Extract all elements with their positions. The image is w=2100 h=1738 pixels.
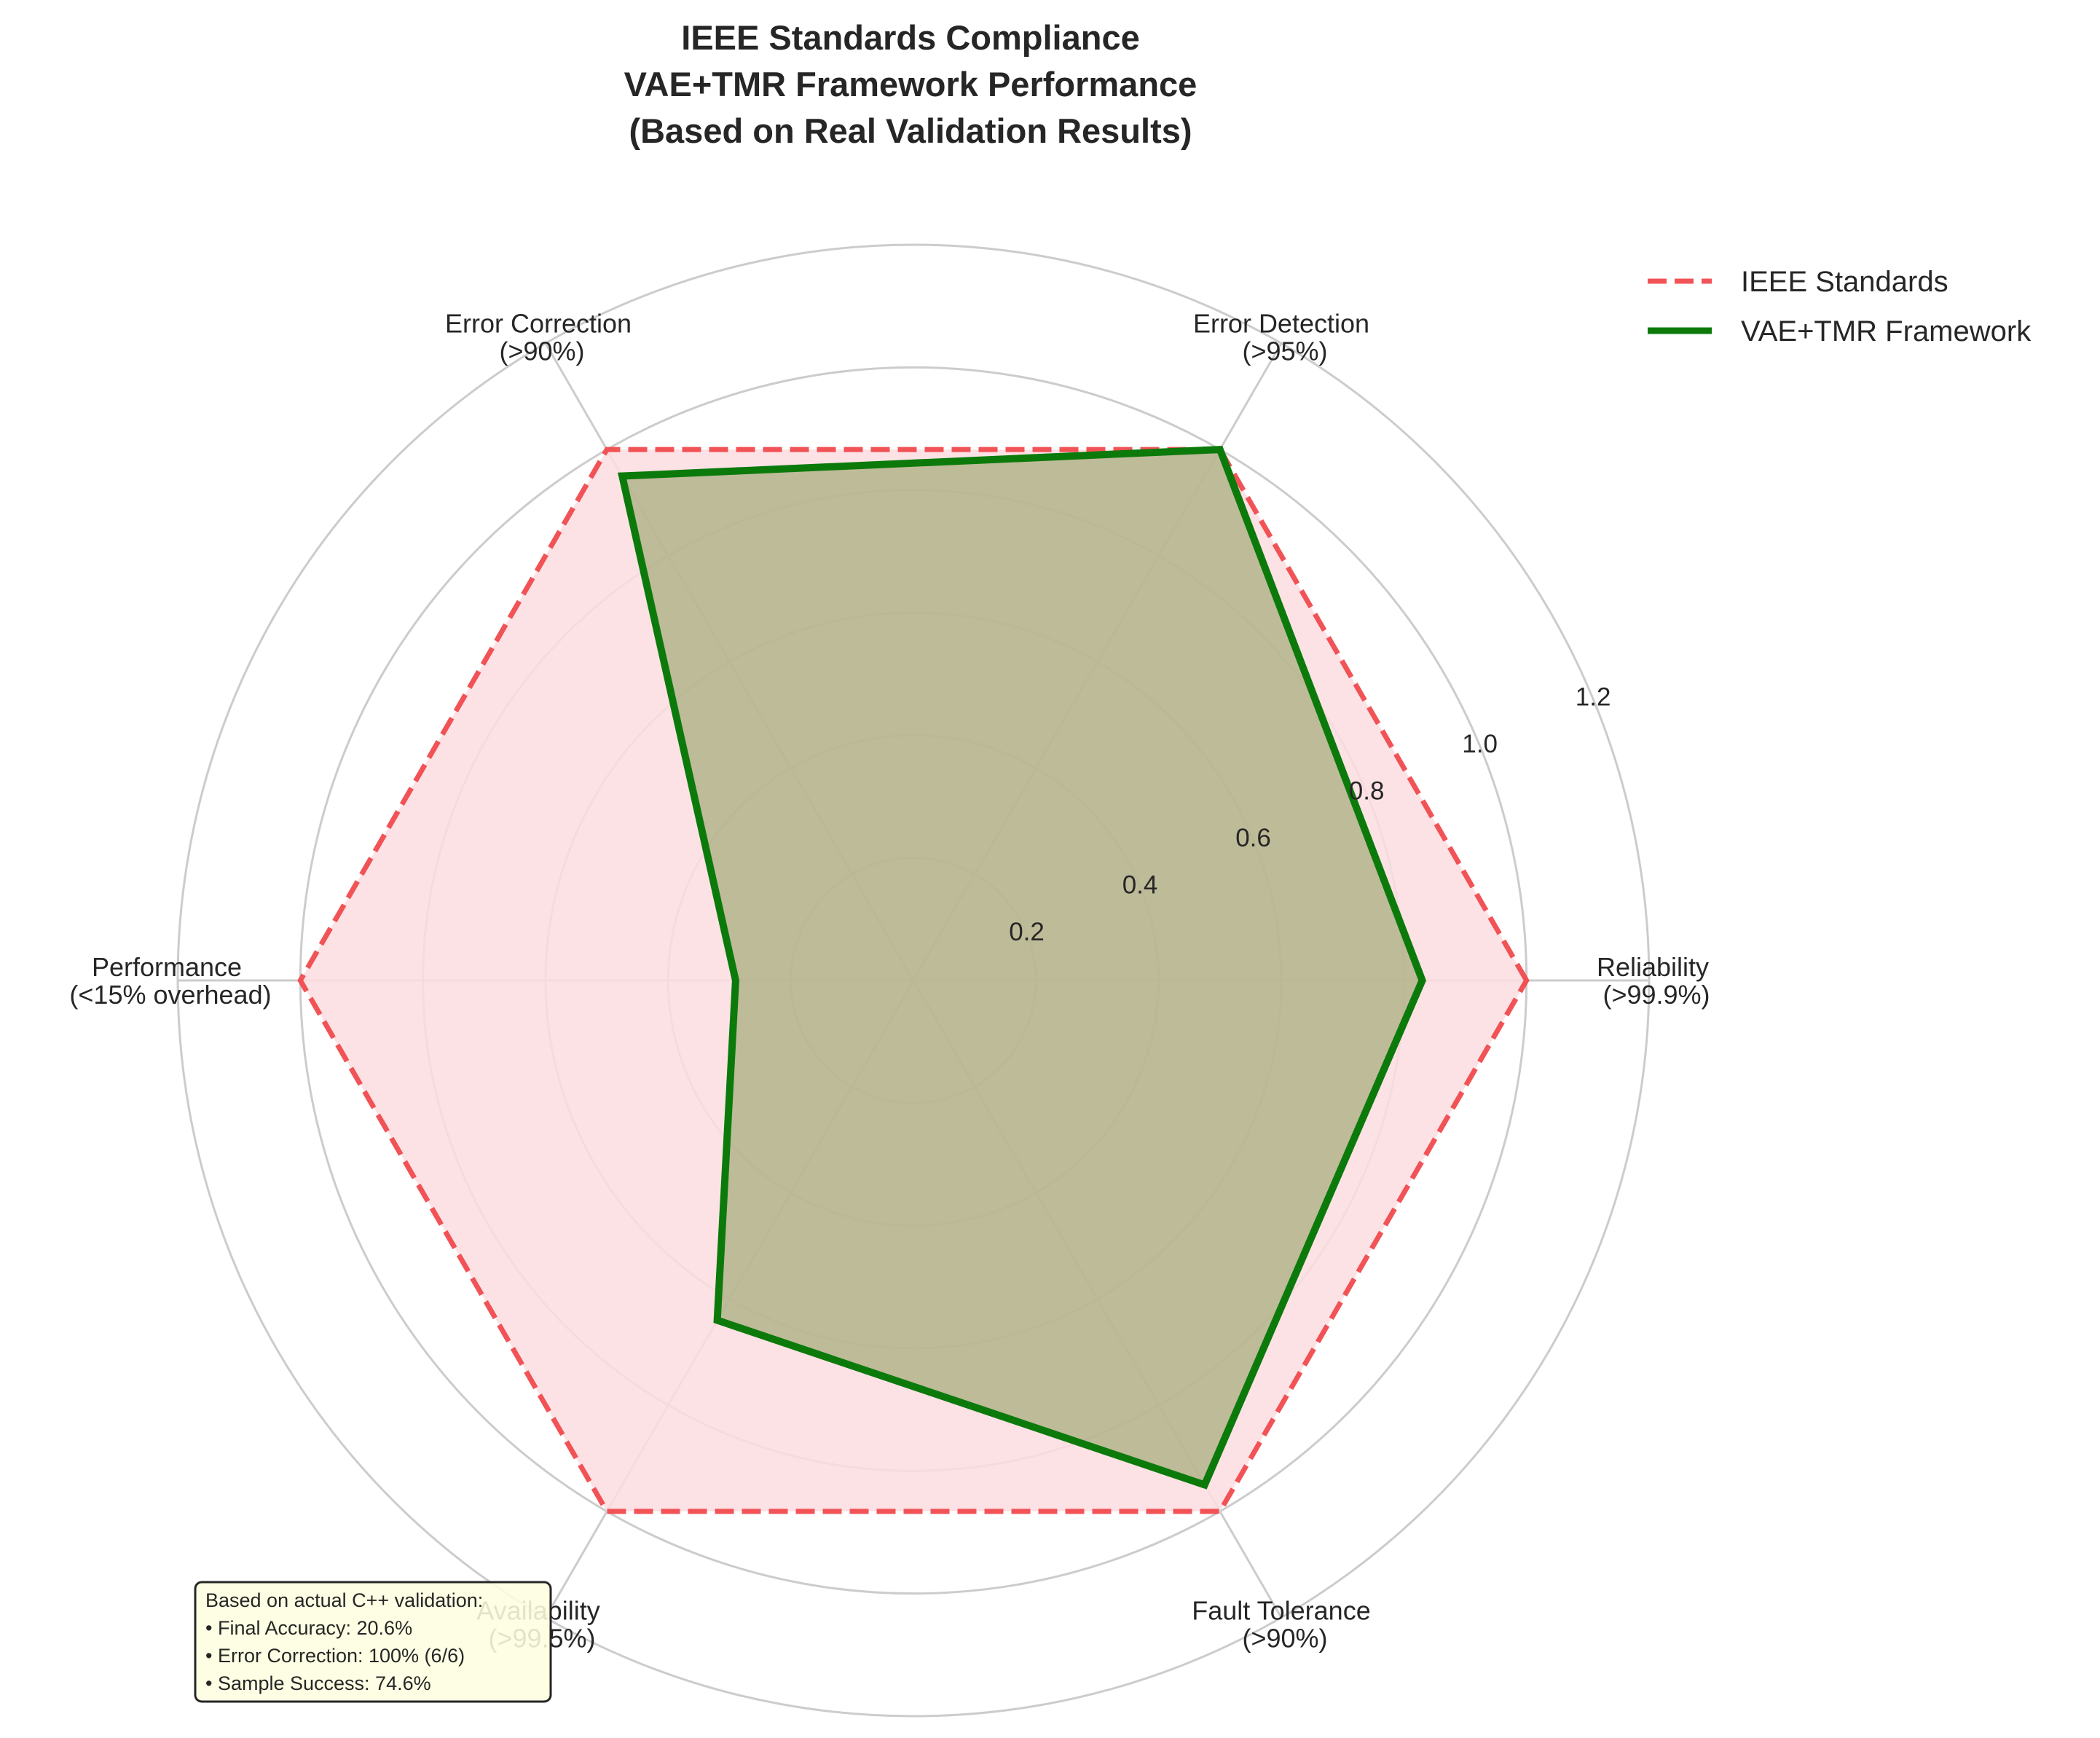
- radial-tick-label: 0.2: [1009, 918, 1045, 946]
- category-target: (>90%): [499, 337, 584, 366]
- series-fill-vae-tmr-framework: [622, 449, 1423, 1485]
- radial-tick-label: 0.4: [1122, 870, 1158, 899]
- chart-title-line-2: VAE+TMR Framework Performance: [624, 65, 1198, 103]
- chart-title-line-3: (Based on Real Validation Results): [629, 111, 1192, 150]
- series-line-vae-tmr-framework: [618, 445, 1426, 1490]
- series-layer: [297, 445, 1530, 1514]
- category-label-error-detection: Error Detection (>95%): [1193, 309, 1377, 366]
- category-target: (<15% overhead): [69, 980, 271, 1010]
- category-name: Performance: [92, 952, 242, 982]
- category-name: Error Correction: [445, 309, 632, 339]
- validation-note-box: Based on actual C++ validation: • Final …: [194, 1581, 552, 1703]
- category-name: Fault Tolerance: [1192, 1595, 1370, 1625]
- chart-title-line-1: IEEE Standards Compliance: [681, 18, 1139, 57]
- radial-tick-label: 0.8: [1349, 777, 1385, 806]
- category-label-error-correction: Error Correction (>90%): [445, 309, 639, 366]
- legend-label-vae-tmr-framework: VAE+TMR Framework: [1741, 315, 2032, 347]
- series-line-ieee-standards: [297, 447, 1530, 1514]
- radial-tick-label: 0.6: [1235, 824, 1271, 852]
- category-name: Reliability: [1597, 952, 1709, 982]
- legend: IEEE Standards VAE+TMR Framework: [1648, 266, 2032, 347]
- radial-tick-labels: 0.2 0.4 0.6 0.8 1.0 1.2: [1009, 683, 1611, 946]
- validation-note-line: • Sample Success: 74.6%: [205, 1672, 431, 1694]
- category-target: (>90%): [1242, 1623, 1327, 1653]
- category-target: (>95%): [1242, 337, 1327, 366]
- validation-note-background: [194, 1581, 552, 1703]
- validation-note-line: Based on actual C++ validation:: [205, 1589, 483, 1611]
- radial-tick-label: 1.2: [1576, 683, 1611, 712]
- category-label-performance: Performance (<15% overhead): [69, 952, 271, 1010]
- category-name: Error Detection: [1193, 309, 1369, 339]
- validation-note-line: • Error Correction: 100% (6/6): [205, 1645, 465, 1667]
- legend-label-ieee-standards: IEEE Standards: [1741, 266, 1948, 298]
- category-target: (>99.9%): [1602, 980, 1710, 1010]
- category-label-reliability: Reliability (>99.9%): [1597, 952, 1716, 1010]
- category-labels: Reliability (>99.9%) Error Detection (>9…: [69, 309, 1716, 1654]
- chart-title: IEEE Standards Compliance VAE+TMR Framew…: [624, 18, 1198, 150]
- radial-tick-label: 1.0: [1462, 730, 1498, 758]
- category-label-fault-tolerance: Fault Tolerance (>90%): [1192, 1595, 1378, 1653]
- validation-note-line: • Final Accuracy: 20.6%: [205, 1617, 412, 1639]
